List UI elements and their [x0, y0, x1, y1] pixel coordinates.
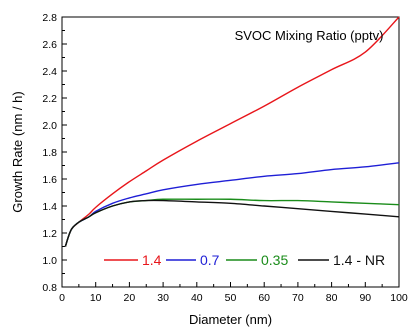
series-line-0 [64, 16, 400, 247]
x-axis-title: Diameter (nm) [189, 312, 272, 327]
x-axis-ticks: 0 10 20 30 40 50 60 70 80 90 100 [59, 282, 408, 304]
legend-label-2: 0.35 [261, 252, 288, 268]
x-tick-label: 30 [157, 292, 169, 304]
x-tick-label: 80 [326, 292, 338, 304]
x-tick-label: 70 [292, 292, 304, 304]
chart-title: SVOC Mixing Ratio (pptv) [235, 28, 384, 43]
y-tick-label: 1.6 [42, 174, 57, 186]
plot-frame [61, 16, 400, 288]
x-tick-label: 0 [59, 292, 65, 304]
y-tick-label: 0.8 [42, 282, 57, 294]
legend: 1.4 0.7 0.35 1.4 - NR [104, 252, 385, 268]
x-tick-label: 90 [359, 292, 371, 304]
y-tick-label: 1.0 [42, 255, 57, 267]
x-tick-label: 50 [225, 292, 237, 304]
legend-label-0: 1.4 [142, 252, 162, 268]
y-axis-title: Growth Rate (nm / h) [10, 91, 25, 212]
x-tick-label: 100 [390, 292, 408, 304]
series-line-3 [64, 199, 400, 247]
x-tick-label: 20 [124, 292, 136, 304]
y-tick-label: 2.0 [42, 120, 57, 132]
x-tick-label: 40 [191, 292, 203, 304]
x-tick-label: 10 [90, 292, 102, 304]
legend-label-3: 1.4 - NR [333, 252, 385, 268]
series-lines [64, 16, 400, 247]
y-tick-label: 2.6 [42, 39, 57, 51]
y-tick-label: 2.4 [42, 66, 57, 78]
y-tick-label: 2.8 [42, 12, 57, 24]
y-tick-label: 2.2 [42, 93, 57, 105]
legend-label-1: 0.7 [200, 252, 220, 268]
y-tick-label: 1.2 [42, 228, 57, 240]
y-tick-label: 1.8 [42, 147, 57, 159]
y-tick-label: 1.4 [42, 201, 57, 213]
series-line-2 [64, 198, 400, 247]
y-axis-ticks: 0.8 1.0 1.2 1.4 1.6 1.8 2.0 2.2 2.4 2.6 2.8 [42, 12, 67, 294]
x-tick-label: 60 [258, 292, 270, 304]
